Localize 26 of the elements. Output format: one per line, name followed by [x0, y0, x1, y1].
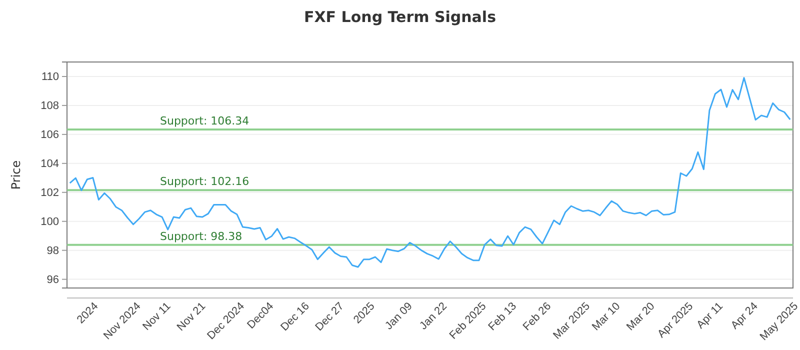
line-series	[69, 77, 791, 268]
ref-line-label: Support: 98.38	[160, 230, 242, 243]
y-tick-label: 104	[40, 158, 59, 170]
x-tick-label: Dec 16	[278, 300, 312, 334]
x-tick-label: Apr 24	[728, 300, 760, 332]
x-tick-label: Dec 27	[313, 300, 346, 334]
x-tick-label: Feb 13	[486, 300, 519, 334]
chart-title: FXF Long Term Signals	[304, 8, 496, 26]
x-tick-label: Apr 11	[694, 300, 726, 332]
x-tick-label: Feb 26	[520, 300, 554, 334]
x-tick-label: Mar 10	[590, 300, 623, 334]
ref-line-label: Support: 106.34	[160, 114, 250, 128]
x-tick-label: Jan 22	[418, 300, 450, 332]
y-tick-label: 98	[46, 244, 59, 257]
x-tick-label: Nov 11	[140, 300, 174, 333]
y-tick-label: 106	[40, 128, 59, 141]
y-axis-title: Price	[9, 160, 23, 190]
y-tick-label: 110	[41, 71, 59, 84]
x-tick-label: Nov 21	[174, 300, 208, 334]
y-tick-label: 96	[46, 274, 59, 286]
ref-line-label: Support: 102.16	[160, 175, 250, 188]
y-tick-label: 100	[40, 216, 59, 228]
y-tick-label: 102	[40, 186, 59, 199]
x-tick-label: Jan 09	[382, 300, 415, 332]
y-tick-label: 108	[40, 100, 59, 112]
x-tick-label: Mar 20	[624, 300, 658, 334]
